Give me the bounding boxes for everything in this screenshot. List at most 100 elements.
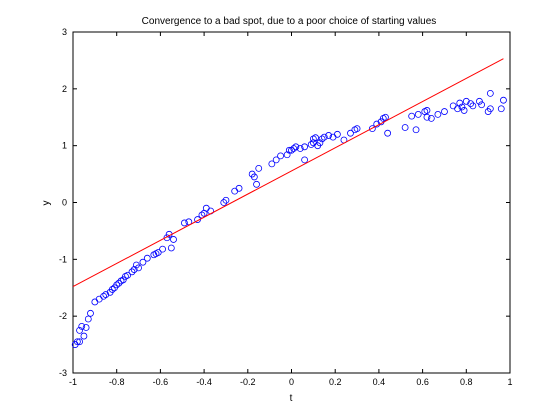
data-point <box>301 143 309 151</box>
data-point <box>292 143 300 151</box>
data-point <box>167 244 175 252</box>
data-point <box>467 100 475 108</box>
data-point <box>290 145 298 152</box>
data-point <box>277 152 284 160</box>
data-point <box>124 271 132 279</box>
data-point <box>486 89 494 97</box>
data-point <box>427 114 435 122</box>
data-point <box>73 338 81 346</box>
data-point <box>84 315 92 323</box>
data-point <box>220 199 228 206</box>
data-point <box>325 132 333 139</box>
x-tick-label: -0.8 <box>109 377 125 387</box>
data-point <box>401 124 409 131</box>
data-point <box>82 324 90 331</box>
data-point <box>115 279 123 287</box>
y-tick-label: -2 <box>59 311 67 321</box>
data-point <box>486 105 494 113</box>
data-point <box>253 180 260 188</box>
data-point <box>312 134 319 142</box>
x-tick-label: -0.4 <box>196 377 212 387</box>
data-point <box>460 107 468 114</box>
data-point <box>268 160 276 168</box>
data-point <box>272 156 280 164</box>
data-point <box>347 129 354 137</box>
y-tick-label: -3 <box>59 368 67 378</box>
data-point <box>423 113 431 121</box>
data-point <box>87 309 94 317</box>
y-axis: -3 -2 -1 0 1 2 3 <box>59 27 510 378</box>
data-point <box>414 111 422 118</box>
fit-line-group <box>72 58 504 288</box>
data-point <box>130 266 138 273</box>
data-point <box>143 254 151 262</box>
y-tick-label: 2 <box>62 84 67 94</box>
data-point <box>333 130 341 138</box>
data-point <box>135 264 142 272</box>
data-point <box>301 156 309 164</box>
x-tick-label: 0.8 <box>460 377 473 387</box>
data-point <box>384 129 392 137</box>
chart-title: Convergence to a bad spot, due to a poor… <box>142 16 437 27</box>
data-point <box>497 105 505 113</box>
x-tick-label: 0.6 <box>416 377 429 387</box>
data-point <box>476 97 483 105</box>
x-tick-label: -0.2 <box>240 377 256 387</box>
data-point <box>128 268 136 276</box>
data-point <box>500 96 507 104</box>
data-point <box>353 125 361 133</box>
y-tick-label: -1 <box>59 254 67 264</box>
x-tick-label: 0.2 <box>329 377 342 387</box>
plot-area <box>72 31 511 374</box>
data-point <box>222 196 230 204</box>
data-point <box>423 107 431 114</box>
data-point <box>285 146 293 154</box>
x-tick-label: -0.6 <box>153 377 169 387</box>
data-point <box>163 234 171 242</box>
data-point <box>102 291 110 298</box>
y-tick-label: 1 <box>62 141 67 151</box>
y-tick-label: 0 <box>62 198 67 208</box>
y-tick-label: 3 <box>62 27 67 37</box>
data-point <box>316 139 324 147</box>
data-point <box>458 103 466 111</box>
x-axis: -1 -0.8 -0.6 -0.4 -0.2 0 0.2 0.4 0.6 0.8 1 <box>69 32 513 387</box>
data-point <box>235 184 243 192</box>
data-point <box>288 146 295 154</box>
data-point <box>434 111 442 118</box>
x-tick-label: -1 <box>69 377 77 387</box>
data-point <box>318 135 326 143</box>
x-tick-label: 0 <box>289 377 294 387</box>
data-point <box>368 125 376 133</box>
data-point <box>469 102 477 110</box>
x-tick-label: 1 <box>507 377 512 387</box>
data-point <box>78 322 86 330</box>
fit-line <box>72 58 504 288</box>
data-point <box>154 249 162 256</box>
data-point <box>454 105 461 113</box>
data-point <box>139 258 147 266</box>
data-point <box>100 292 107 300</box>
data-point <box>283 151 291 159</box>
data-point <box>478 101 485 109</box>
data-point <box>80 332 88 340</box>
data-point <box>108 286 116 293</box>
data-point <box>441 108 448 115</box>
data-points <box>71 89 507 348</box>
data-point <box>250 173 258 181</box>
data-point <box>76 326 83 334</box>
data-point <box>412 126 420 134</box>
data-point <box>255 164 263 172</box>
data-point <box>307 141 315 148</box>
x-axis-label: t <box>290 393 293 404</box>
data-point <box>113 281 121 289</box>
y-axis-label: y <box>41 201 52 206</box>
data-point <box>119 276 127 284</box>
data-point <box>382 113 389 121</box>
data-point <box>296 145 304 152</box>
data-point <box>456 99 464 107</box>
data-point <box>181 219 188 227</box>
x-tick-label: 0.4 <box>373 377 386 387</box>
data-point <box>159 245 166 253</box>
